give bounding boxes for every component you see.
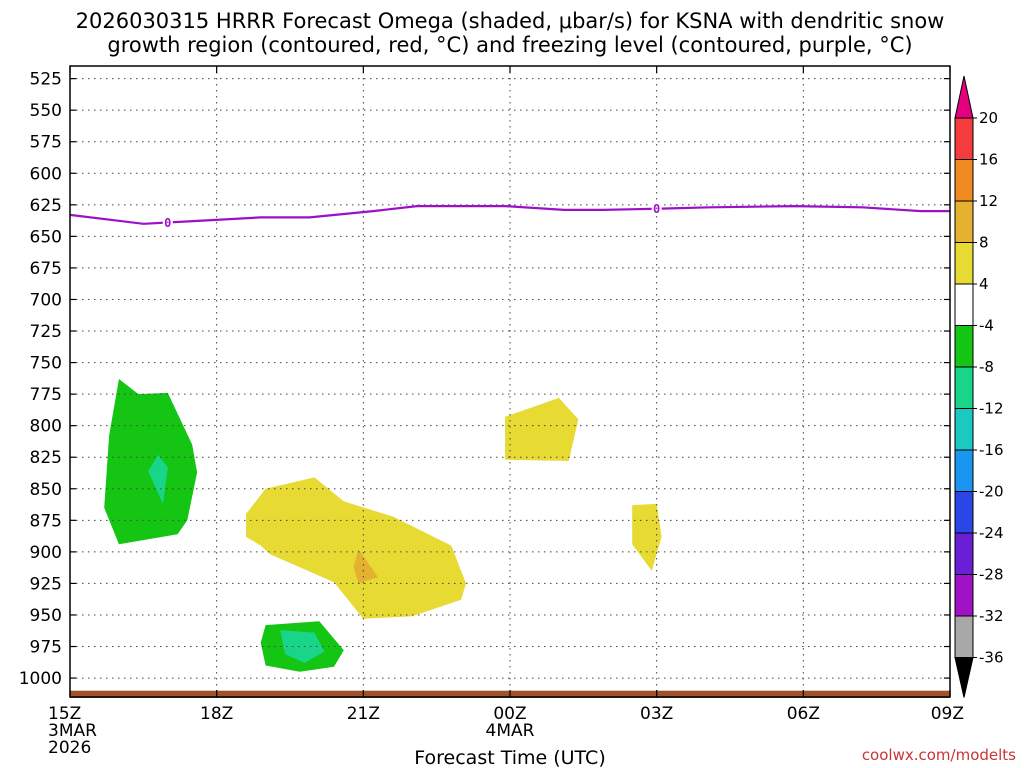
omega-region-4 xyxy=(246,477,466,619)
colorbar-label-2: 12 xyxy=(979,192,998,210)
colorbar-bin-9 xyxy=(954,449,974,492)
y-tick-label-775: 775 xyxy=(30,385,62,405)
colorbar-bin-3 xyxy=(954,200,974,243)
chart-title-line-1: 2026030315 HRRR Forecast Omega (shaded, … xyxy=(76,9,945,33)
colorbar-label-11: -28 xyxy=(979,566,1004,584)
omega-region-6 xyxy=(505,397,579,461)
freezing-label-bg-1 xyxy=(651,201,662,215)
colorbar-bin-5 xyxy=(954,283,974,326)
colorbar-label-3: 8 xyxy=(979,234,989,252)
x-axis-label: Forecast Time (UTC) xyxy=(414,747,605,768)
freezing-level-line xyxy=(69,204,950,225)
freezing-level-contour: 00 xyxy=(69,201,950,230)
colorbar-bin-13 xyxy=(954,615,974,658)
x-tick-label-18-0: 09Z xyxy=(931,704,964,724)
colorbar-bin-6 xyxy=(954,325,974,368)
x-tick-label-9-1: 4MAR xyxy=(486,721,535,741)
colorbar: 20 16 12 8 4 -4 -8 -12 -16 -20 -24 -28 -32 -36 xyxy=(954,75,1004,698)
colorbar-bin-8 xyxy=(954,408,974,451)
colorbar-label-7: -12 xyxy=(979,400,1004,418)
y-tick-label-725: 725 xyxy=(30,322,62,342)
freezing-level-label-0: 0 xyxy=(164,216,171,230)
y-tick-label-800: 800 xyxy=(30,417,62,437)
y-tick-label-700: 700 xyxy=(30,290,62,310)
colorbar-bin-12 xyxy=(954,574,974,617)
x-tick-label-12-0: 03Z xyxy=(640,704,673,724)
colorbar-bin-4 xyxy=(954,242,974,285)
colorbar-label-12: -32 xyxy=(979,607,1004,625)
colorbar-bin-2 xyxy=(954,159,974,202)
colorbar-bottom-arrow xyxy=(954,657,974,698)
colorbar-bin-7 xyxy=(954,366,974,409)
y-tick-label-650: 650 xyxy=(30,227,62,247)
y-tick-label-850: 850 xyxy=(30,480,62,500)
y-tick-label-525: 525 xyxy=(30,70,62,90)
y-tick-label-875: 875 xyxy=(30,511,62,531)
y-tick-label-675: 675 xyxy=(30,259,62,279)
colorbar-label-13: -36 xyxy=(979,649,1004,667)
y-tick-label-575: 575 xyxy=(30,133,62,153)
omega-region-0 xyxy=(104,379,198,545)
y-tick-label-925: 925 xyxy=(30,574,62,594)
chart-title: 2026030315 HRRR Forecast Omega (shaded, … xyxy=(76,9,945,57)
y-tick-label-950: 950 xyxy=(30,606,62,626)
y-tick-label-750: 750 xyxy=(30,354,62,374)
omega-region-1 xyxy=(148,454,168,504)
x-tick-label-3-0: 18Z xyxy=(200,704,233,724)
x-tick-label-9-0: 00Z xyxy=(493,704,526,724)
colorbar-label-4: 4 xyxy=(979,275,989,293)
omega-region-5 xyxy=(353,549,378,584)
colorbar-label-6: -8 xyxy=(979,358,994,376)
x-tick-label-6-0: 21Z xyxy=(347,704,380,724)
y-tick-label-600: 600 xyxy=(30,164,62,184)
plot-frame xyxy=(69,65,951,698)
y-tick-label-900: 900 xyxy=(30,543,62,563)
x-tick-label-0-1: 3MAR xyxy=(48,721,97,741)
y-axis-pressure: 525 550 575 600 625 650 675 700 725 750 775 800 825 8… xyxy=(19,70,950,689)
gridlines xyxy=(70,66,950,697)
colorbar-top-arrow xyxy=(954,75,974,119)
credit-text: coolwx.com/modelts xyxy=(862,746,1016,764)
x-tick-label-0-2: 2026 xyxy=(48,738,91,758)
colorbar-bin-11 xyxy=(954,532,974,575)
y-tick-label-625: 625 xyxy=(30,196,62,216)
x-tick-label-0-0: 15Z xyxy=(48,704,81,724)
y-tick-label-1000: 1000 xyxy=(19,669,62,689)
colorbar-label-9: -20 xyxy=(979,483,1004,501)
y-tick-label-975: 975 xyxy=(30,638,62,658)
colorbar-bin-10 xyxy=(954,491,974,534)
colorbar-label-1: 16 xyxy=(979,151,998,169)
colorbar-label-10: -24 xyxy=(979,524,1004,542)
colorbar-label-8: -16 xyxy=(979,441,1004,459)
omega-region-7 xyxy=(632,503,662,571)
colorbar-label-5: -4 xyxy=(979,317,994,335)
colorbar-label-0: 20 xyxy=(979,109,998,127)
omega-shading xyxy=(104,379,662,672)
x-tick-label-15-0: 06Z xyxy=(787,704,820,724)
y-tick-label-550: 550 xyxy=(30,101,62,121)
freezing-label-bg-0 xyxy=(162,215,173,229)
freezing-level-label-1: 0 xyxy=(653,202,660,216)
omega-region-3 xyxy=(280,630,325,663)
colorbar-bin-1 xyxy=(954,117,974,160)
chart-title-line-2: growth region (contoured, red, °C) and f… xyxy=(107,33,912,57)
y-tick-label-825: 825 xyxy=(30,448,62,468)
